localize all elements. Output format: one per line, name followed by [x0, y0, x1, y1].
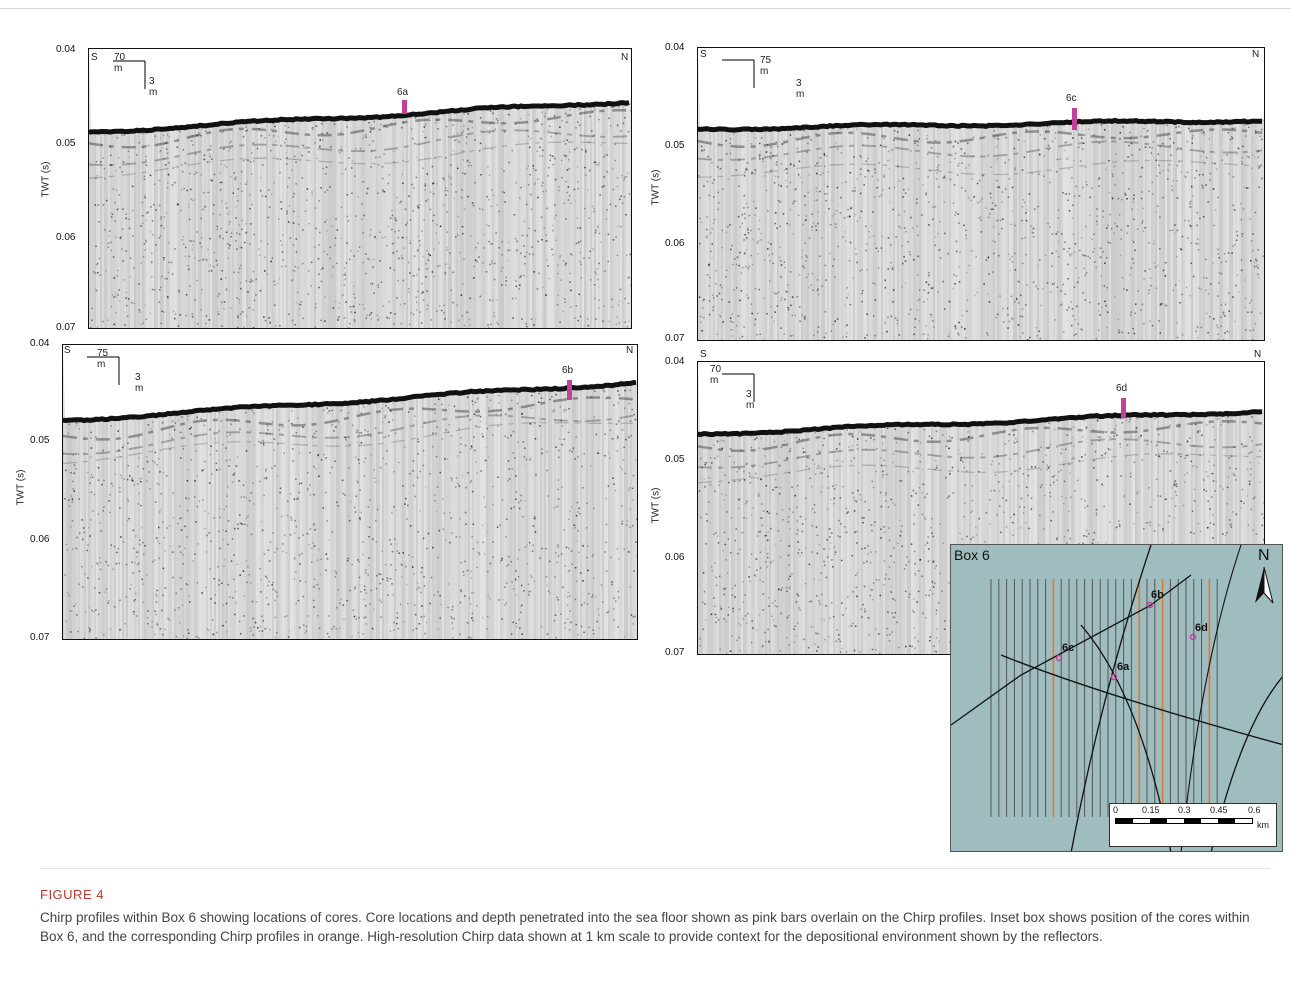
- inset-core-label-6a: 6a: [1117, 661, 1130, 673]
- inset-core-label-6b: 6b: [1151, 589, 1164, 601]
- ytick-006: 0.06: [30, 534, 50, 545]
- y-axis-label: TWT (s): [650, 169, 662, 206]
- north-label: N: [621, 52, 629, 63]
- ytick-004: 0.04: [30, 338, 50, 349]
- south-label: S: [91, 52, 98, 63]
- ytick-005: 0.05: [665, 454, 685, 465]
- core-label: 6c: [1066, 93, 1077, 104]
- core-label: 6b: [562, 365, 574, 376]
- scale-tick-045: 0.45: [1210, 805, 1228, 815]
- chirp-image: [697, 47, 1265, 341]
- ytick-007: 0.07: [665, 333, 685, 344]
- scale-unit: km: [1257, 820, 1269, 830]
- ytick-005: 0.05: [665, 140, 685, 151]
- south-label: S: [700, 49, 707, 60]
- scale-segments: [1115, 818, 1253, 824]
- y-axis-label: TWT (s): [40, 161, 52, 198]
- ytick-005: 0.05: [56, 138, 76, 149]
- chirp-image: [62, 344, 638, 640]
- south-label: S: [700, 349, 707, 360]
- scale-tick-06: 0.6: [1248, 805, 1261, 815]
- ytick-007: 0.07: [665, 647, 685, 658]
- scale-tick-0: 0: [1113, 805, 1119, 815]
- caption-divider: [40, 868, 1270, 869]
- inset-title: Box 6: [954, 547, 990, 563]
- box6-inset-map: Box 6 N 6b 6d 6c 6a 0 0.15 0.3 0.45 0.6 …: [950, 544, 1283, 852]
- figure-label: FIGURE 4: [40, 887, 104, 902]
- scale-tick-03: 0.3: [1178, 805, 1191, 815]
- vertical-scale: 3 m: [135, 372, 144, 394]
- north-label: N: [1254, 349, 1262, 360]
- south-label: S: [64, 345, 71, 356]
- core-bar: [1121, 398, 1126, 418]
- core-bar: [567, 380, 572, 400]
- ytick-006: 0.06: [665, 238, 685, 249]
- north-label: N: [1252, 49, 1260, 60]
- ytick-004: 0.04: [56, 44, 76, 55]
- core-label: 6d: [1116, 383, 1128, 394]
- vertical-scale: 3 m: [746, 389, 755, 411]
- ytick-004: 0.04: [665, 42, 685, 53]
- ytick-004: 0.04: [665, 356, 685, 367]
- horizontal-scale: 75 m: [97, 348, 109, 370]
- inset-map-drawing: [951, 545, 1282, 851]
- top-rule: [0, 8, 1291, 9]
- core-label: 6a: [397, 87, 409, 98]
- inset-core-label-6d: 6d: [1195, 622, 1208, 634]
- scale-bar: 0 0.15 0.3 0.45 0.6 km: [1109, 803, 1277, 847]
- horizontal-scale: 70 m: [710, 364, 722, 386]
- y-axis-label: TWT (s): [15, 469, 27, 506]
- ytick-007: 0.07: [30, 632, 50, 643]
- figure-caption: FIGURE 4 Chirp profiles within Box 6 sho…: [40, 887, 1270, 946]
- inset-core-label-6c: 6c: [1062, 642, 1075, 654]
- north-label: N: [626, 345, 634, 356]
- core-bar: [1072, 108, 1077, 130]
- ytick-006: 0.06: [665, 552, 685, 563]
- ytick-005: 0.05: [30, 435, 50, 446]
- y-axis-label: TWT (s): [650, 487, 662, 524]
- scale-tick-015: 0.15: [1142, 805, 1160, 815]
- horizontal-scale: 70 m: [114, 52, 126, 74]
- horizontal-scale: 75 m: [760, 55, 772, 77]
- core-bar: [402, 100, 407, 114]
- ytick-007: 0.07: [56, 322, 76, 333]
- vertical-scale: 3 m: [149, 76, 158, 98]
- north-arrow-label: N: [1258, 547, 1270, 564]
- chirp-image: [88, 48, 632, 329]
- vertical-scale: 3 m: [796, 78, 805, 100]
- caption-text: Chirp profiles within Box 6 showing loca…: [40, 910, 1250, 944]
- ytick-006: 0.06: [56, 232, 76, 243]
